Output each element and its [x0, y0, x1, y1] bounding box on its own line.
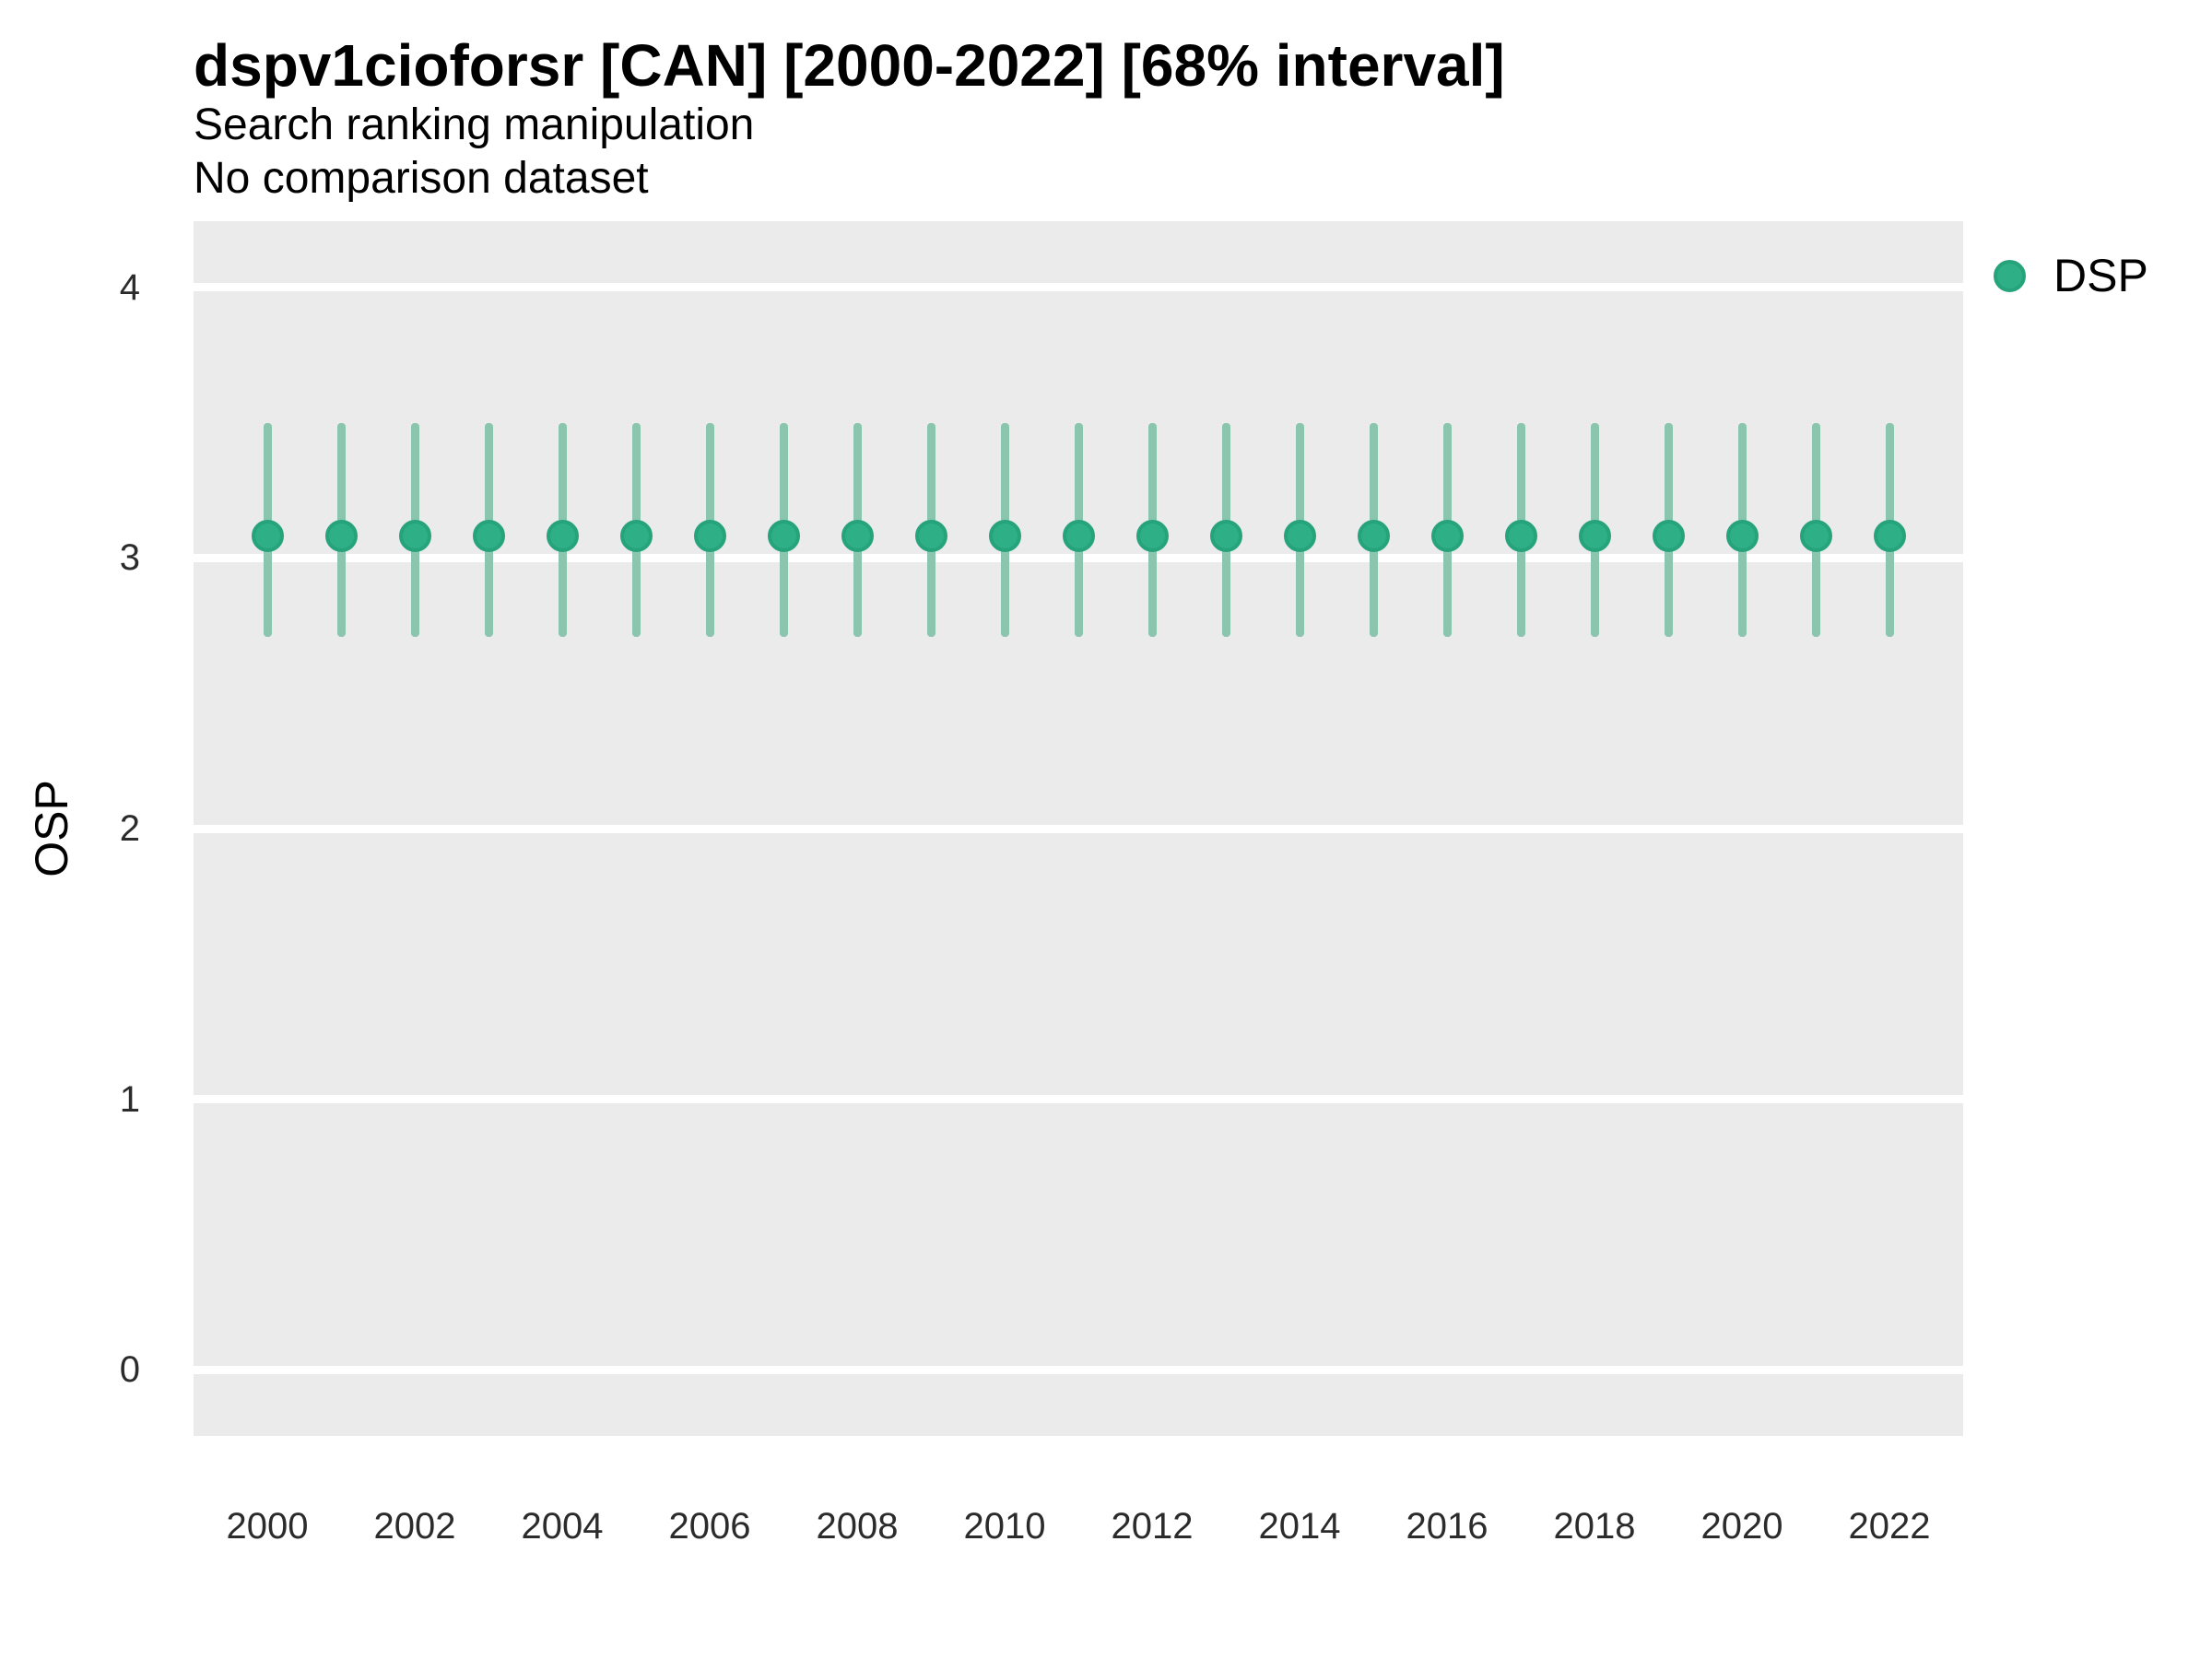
x-tick-label: 2006: [668, 1506, 751, 1547]
data-point: [1062, 520, 1095, 553]
data-point: [619, 520, 653, 553]
major-gridline: [194, 824, 1963, 833]
data-point: [914, 520, 947, 553]
x-tick-label: 2012: [1111, 1506, 1194, 1547]
x-tick-label: 2000: [226, 1506, 309, 1547]
data-point: [1799, 520, 1832, 553]
y-tick-label: 0: [119, 1349, 140, 1391]
x-tick-label: 2002: [373, 1506, 456, 1547]
data-point: [251, 520, 284, 553]
x-tick-label: 2004: [521, 1506, 604, 1547]
legend-label: DSP: [2053, 250, 2148, 301]
data-point: [1725, 520, 1759, 553]
data-point: [1578, 520, 1611, 553]
major-gridline: [194, 1365, 1963, 1374]
y-tick-label: 3: [119, 537, 140, 579]
data-point: [1283, 520, 1316, 553]
legend-circle-icon: [1994, 259, 2026, 292]
chart-title: dspv1cioforsr [CAN] [2000-2022] [68% int…: [194, 32, 1505, 99]
x-tick-label: 2014: [1258, 1506, 1341, 1547]
data-point: [767, 520, 800, 553]
x-tick-label: 2016: [1406, 1506, 1488, 1547]
legend: DSP: [1994, 250, 2148, 301]
y-tick-label: 2: [119, 808, 140, 849]
x-tick-label: 2010: [963, 1506, 1046, 1547]
data-point: [472, 520, 505, 553]
data-point: [693, 520, 726, 553]
data-point: [546, 520, 579, 553]
data-point: [398, 520, 431, 553]
x-tick-label: 2008: [816, 1506, 899, 1547]
x-tick-label: 2022: [1848, 1506, 1931, 1547]
data-point: [1504, 520, 1537, 553]
major-gridline: [194, 1095, 1963, 1104]
data-point: [1209, 520, 1242, 553]
chart-subtitle-2: No comparison dataset: [194, 154, 649, 203]
y-tick-label: 1: [119, 1078, 140, 1120]
major-gridline: [194, 283, 1963, 292]
data-point: [1135, 520, 1169, 553]
x-tick-label: 2018: [1553, 1506, 1636, 1547]
y-tick-label: 4: [119, 266, 140, 308]
data-point: [1873, 520, 1906, 553]
chart-subtitle: Search ranking manipulation: [194, 100, 755, 149]
data-point: [841, 520, 874, 553]
data-point: [324, 520, 358, 553]
plot-panel: [194, 221, 1963, 1436]
data-point: [988, 520, 1021, 553]
data-point: [1430, 520, 1464, 553]
data-point: [1357, 520, 1390, 553]
x-tick-label: 2020: [1700, 1506, 1783, 1547]
data-point: [1652, 520, 1685, 553]
